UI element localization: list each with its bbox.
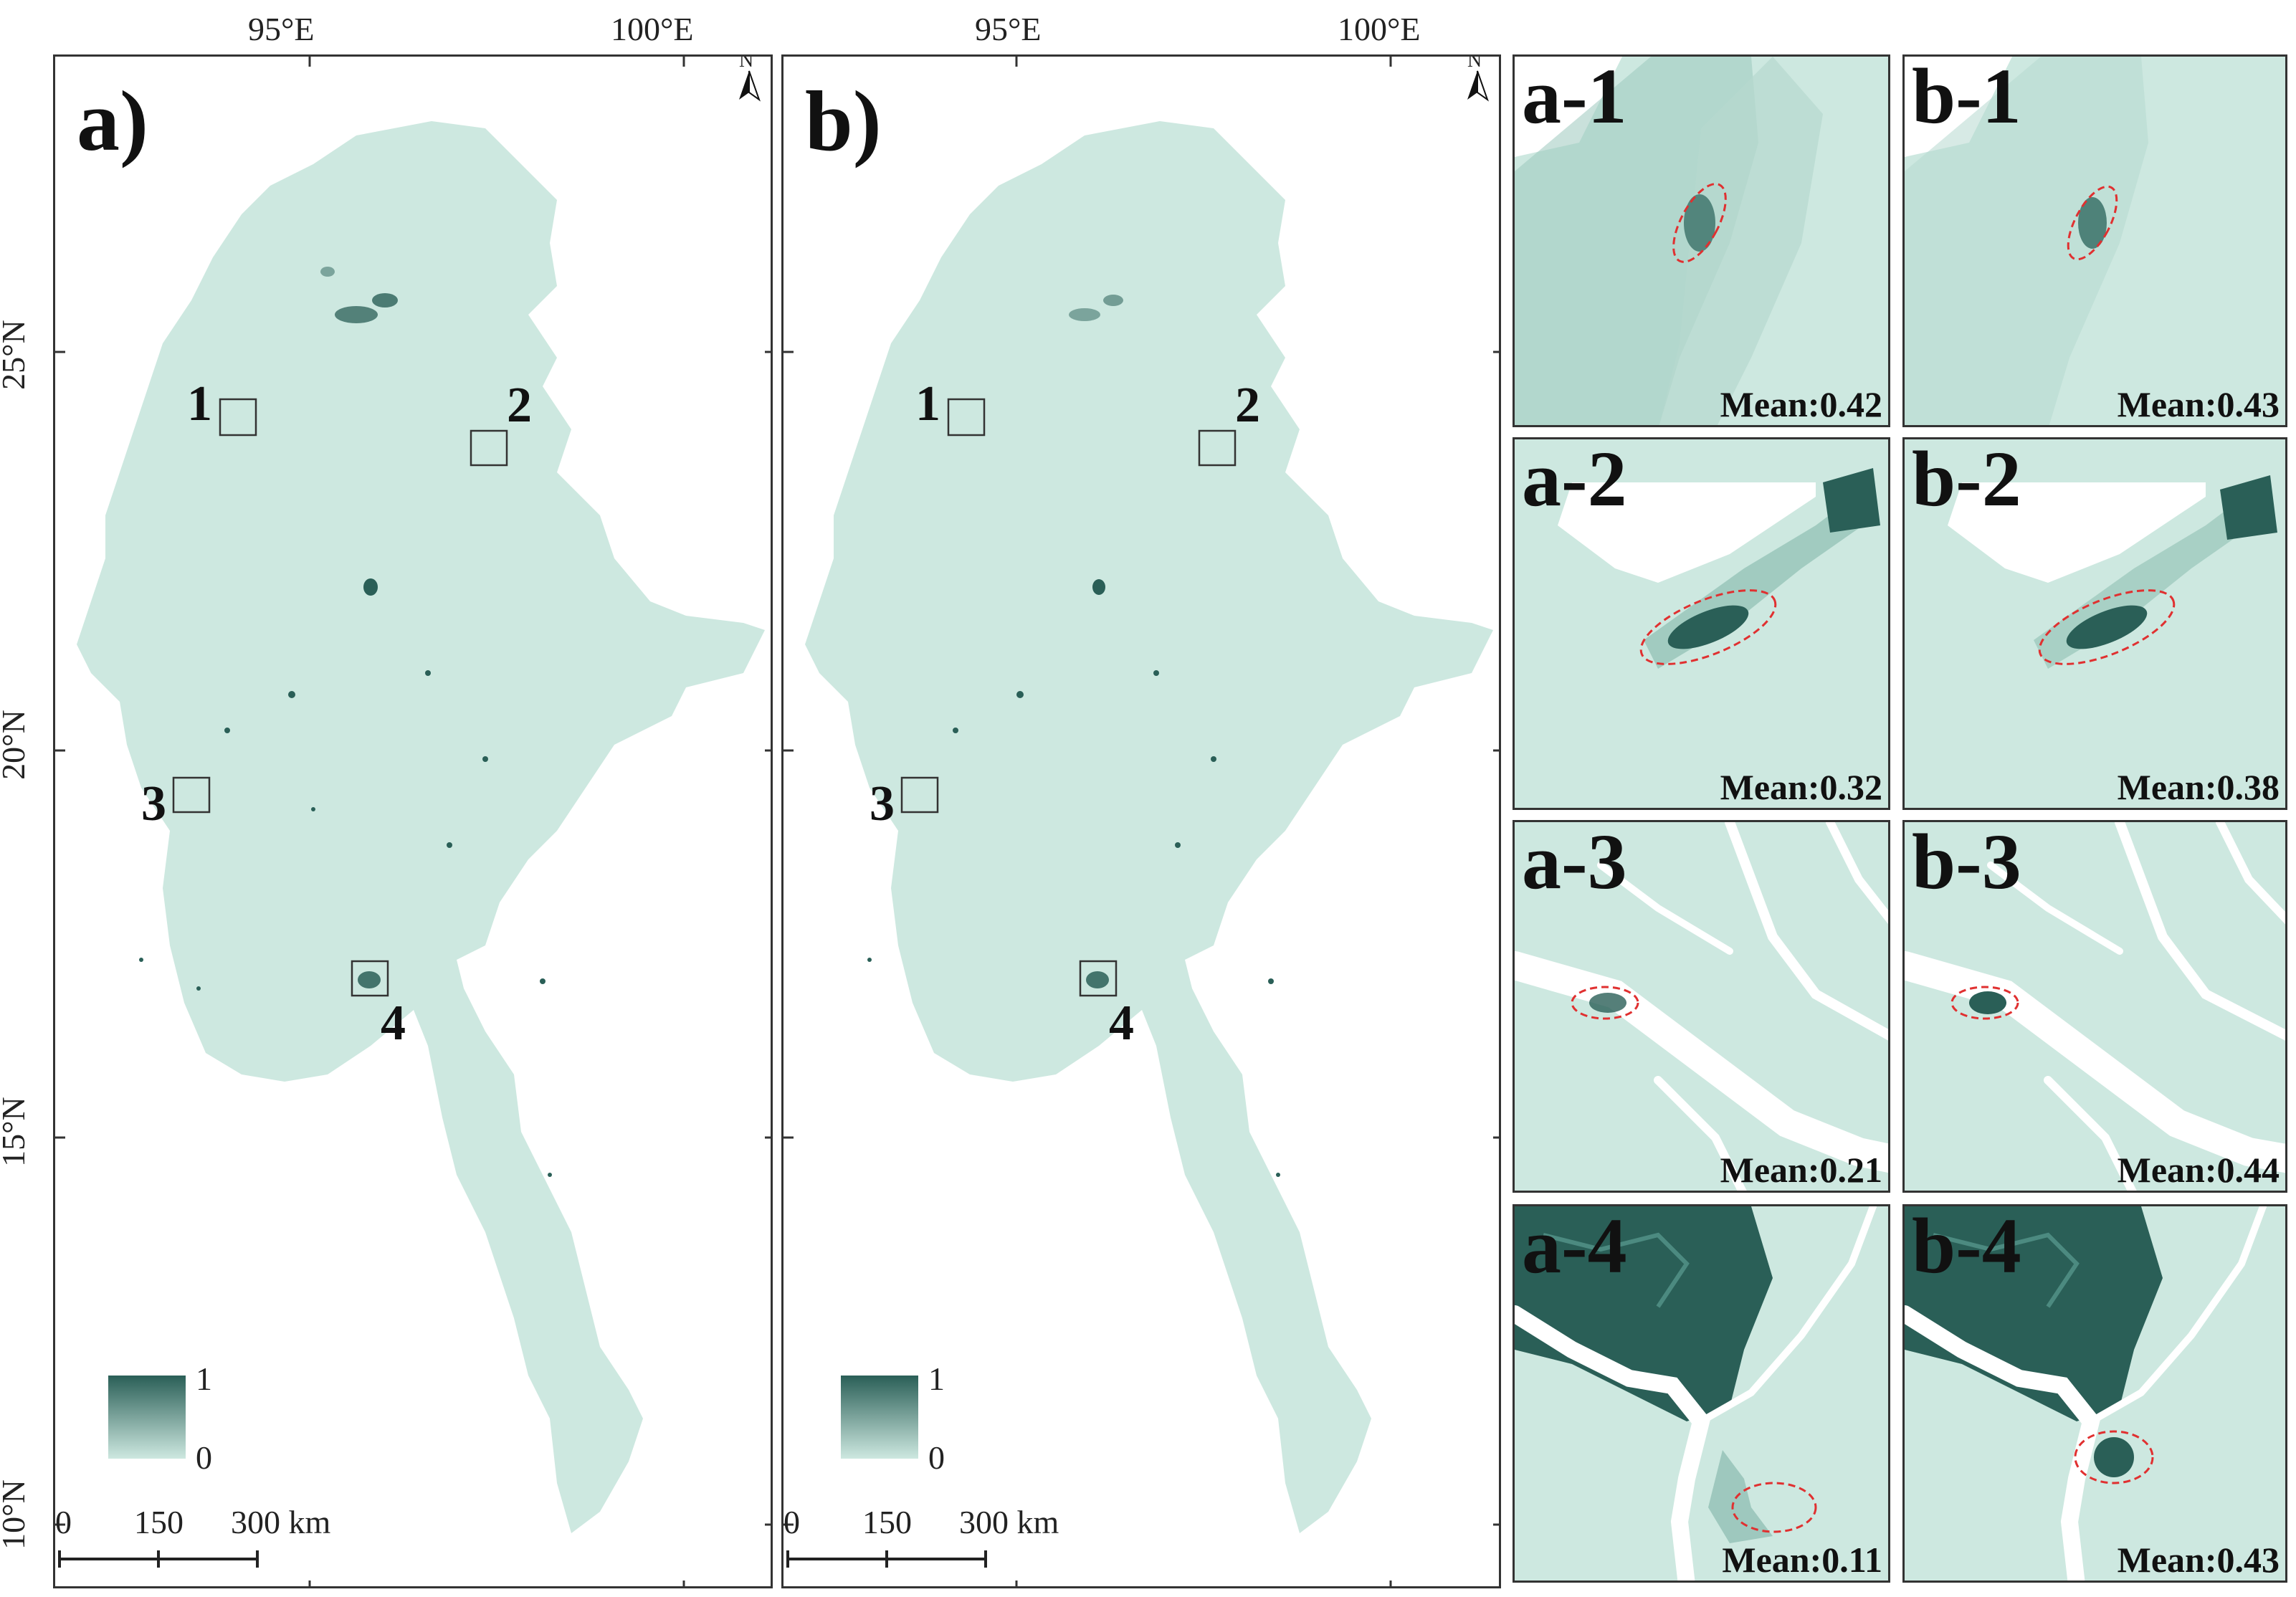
- inset-a-4: a-4 Mean:0.11: [1513, 1204, 1890, 1583]
- box-2-b: [1198, 429, 1237, 467]
- legend-gradient-b: [841, 1376, 918, 1459]
- box-1-b: [947, 398, 986, 437]
- legend-max-a: 1: [196, 1360, 212, 1397]
- scale-300-b: 300 km: [959, 1504, 1059, 1540]
- box-num-1-a: 1: [187, 376, 212, 432]
- legend-min-a: 0: [196, 1439, 212, 1476]
- lon-label-100-a: 100°E: [611, 11, 694, 47]
- lon-label-95-b: 95°E: [975, 11, 1042, 47]
- box-num-1-b: 1: [915, 376, 940, 432]
- mean-a-3: Mean:0.21: [1720, 1150, 1882, 1190]
- legend-max-b: 1: [928, 1360, 945, 1397]
- mean-b-1: Mean:0.43: [2117, 384, 2280, 424]
- box-num-2-b: 2: [1235, 378, 1260, 433]
- box-4-b: [1079, 960, 1118, 997]
- box-3-b: [900, 776, 939, 814]
- mean-a-4: Mean:0.11: [1722, 1540, 1882, 1580]
- map-panel-b: b) N 1 2 3 4 1 0 0 150 300 km: [781, 54, 1501, 1588]
- inset-label-b-1: b-1: [1912, 54, 2021, 140]
- box-3-a: [172, 776, 211, 814]
- map-b-svg: [783, 57, 1499, 1586]
- inset-a-1: a-1 Mean:0.42: [1513, 54, 1890, 427]
- inset-a-3: a-3 Mean:0.21: [1513, 820, 1890, 1193]
- box-1-a: [219, 398, 257, 437]
- box-num-3-b: 3: [870, 776, 895, 831]
- lat-label-15: 15°N: [0, 1097, 32, 1167]
- scale-150-a: 150: [134, 1504, 184, 1540]
- map-a-svg: [55, 57, 771, 1586]
- map-panel-a: a) N 1 2 3 4 1 0 0 150 300 km: [53, 54, 773, 1588]
- lat-label-10: 10°N: [0, 1479, 32, 1550]
- inset-label-a-1: a-1: [1522, 54, 1627, 140]
- inset-label-a-4: a-4: [1522, 1204, 1627, 1289]
- inset-label-b-4: b-4: [1912, 1204, 2021, 1289]
- inset-label-b-2: b-2: [1912, 437, 2021, 523]
- inset-label-b-3: b-3: [1912, 820, 2021, 905]
- legend-gradient-a: [108, 1376, 186, 1459]
- mean-b-3: Mean:0.44: [2117, 1150, 2280, 1190]
- lon-label-100-b: 100°E: [1338, 11, 1421, 47]
- north-letter-a: N: [739, 54, 754, 72]
- scale-0-b: 0: [783, 1504, 800, 1540]
- scale-300-a: 300 km: [231, 1504, 331, 1540]
- north-letter-b: N: [1467, 54, 1482, 72]
- inset-label-a-3: a-3: [1522, 820, 1627, 905]
- inset-b-2: b-2 Mean:0.38: [1902, 437, 2287, 810]
- mean-b-2: Mean:0.38: [2117, 767, 2280, 807]
- mean-b-4: Mean:0.43: [2117, 1540, 2280, 1580]
- inset-a-2: a-2 Mean:0.32: [1513, 437, 1890, 810]
- box-num-2-a: 2: [507, 378, 532, 433]
- legend-min-b: 0: [928, 1439, 945, 1476]
- north-arrow-icon-a: [739, 71, 749, 100]
- inset-b-4: b-4 Mean:0.43: [1902, 1204, 2287, 1583]
- inset-b-3: b-3 Mean:0.44: [1902, 820, 2287, 1193]
- country-shape-a: [77, 121, 765, 1533]
- inset-label-a-2: a-2: [1522, 437, 1627, 523]
- inset-b-1: b-1 Mean:0.43: [1902, 54, 2287, 427]
- scale-0-a: 0: [55, 1504, 72, 1540]
- box-num-4-b: 4: [1109, 996, 1134, 1051]
- lat-label-25: 25°N: [0, 320, 32, 390]
- lat-label-20: 20°N: [0, 710, 32, 780]
- box-num-3-a: 3: [141, 776, 166, 831]
- mean-a-1: Mean:0.42: [1720, 384, 1882, 424]
- north-arrow-icon-b: [1467, 71, 1477, 100]
- panel-b-label: b): [805, 73, 882, 168]
- box-num-4-a: 4: [381, 996, 406, 1051]
- lon-label-95-a: 95°E: [248, 11, 315, 47]
- scale-150-b: 150: [862, 1504, 912, 1540]
- box-2-a: [470, 429, 508, 467]
- country-shape-b: [805, 121, 1493, 1533]
- mean-a-2: Mean:0.32: [1720, 767, 1882, 807]
- box-4-a: [351, 960, 389, 997]
- panel-a-label: a): [77, 73, 148, 168]
